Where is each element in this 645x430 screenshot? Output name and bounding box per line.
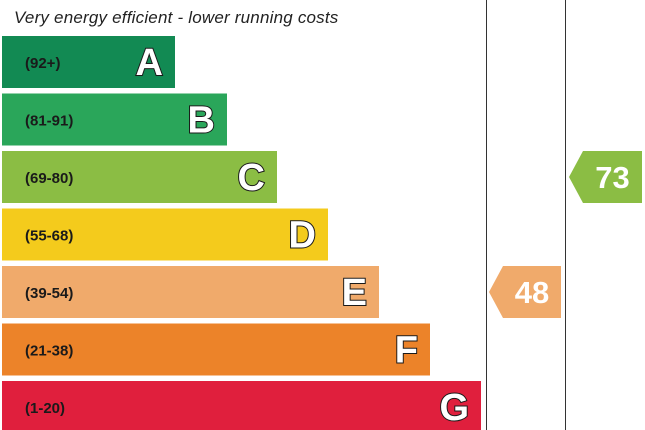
band-b-range: (81-91) (25, 113, 73, 130)
band-b-letter: B (188, 100, 215, 142)
band-g-range: (1-20) (25, 400, 65, 417)
band-f-bar (2, 323, 430, 376)
band-g-letter: G (439, 387, 469, 429)
rating-potential-value: 73 (595, 160, 629, 195)
band-a-letter: A (136, 42, 163, 84)
band-d-letter: D (289, 215, 316, 257)
band-c-range: (69-80) (25, 170, 73, 187)
rating-current-arrow (489, 266, 561, 318)
band-f-letter: F (395, 330, 418, 372)
band-c-bar (2, 151, 277, 203)
band-g-bar (2, 381, 481, 430)
column-divider-potential (565, 0, 566, 430)
band-d-range: (55-68) (25, 228, 73, 245)
band-e-letter: E (342, 272, 367, 314)
efficiency-header: Very energy efficient - lower running co… (14, 8, 339, 27)
band-b-bar (2, 93, 227, 146)
band-a-range: (92+) (25, 55, 60, 72)
rating-current-value: 48 (515, 275, 549, 310)
band-d-bar (2, 208, 328, 261)
band-e-bar (2, 266, 379, 318)
band-a-bar (2, 36, 175, 88)
rating-potential-arrow (569, 151, 642, 203)
band-c-letter: C (238, 157, 265, 199)
band-e-range: (39-54) (25, 285, 73, 302)
column-divider-current (486, 0, 487, 430)
band-f-range: (21-38) (25, 343, 73, 360)
